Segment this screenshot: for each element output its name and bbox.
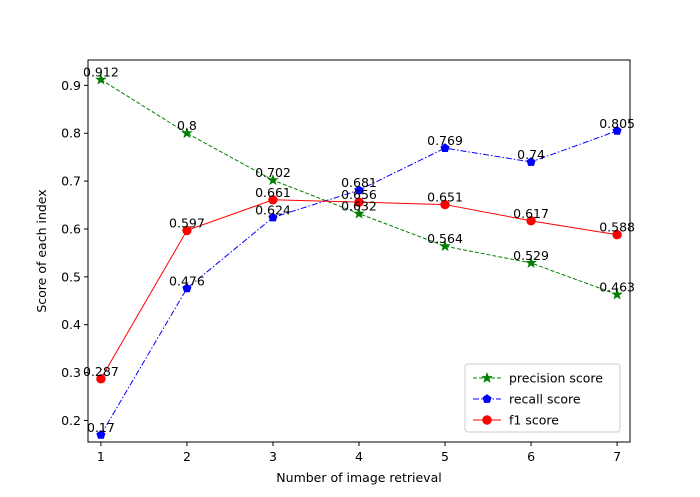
legend-item: recall score [473,392,581,407]
legend-box [464,363,621,433]
data-label: 0.597 [169,215,205,230]
data-point [268,212,278,222]
data-point [181,127,193,139]
data-point [440,199,450,210]
data-label: 0.74 [517,147,545,162]
data-point [526,216,536,226]
data-point [526,157,536,166]
data-point [354,185,364,195]
x-axis-ticks: 1 2 3 4 5 6 7 [97,442,621,464]
data-label: 0.617 [513,206,549,221]
data-label: 0.529 [513,248,549,263]
data-label: 0.805 [599,116,635,131]
series-recall-score [96,126,622,439]
x-axis-label: Number of image retrieval [276,470,441,485]
y-axis-ticks: 0.2 0.3 0.4 0.5 0.6 0.7 0.8 0.9 [61,78,88,428]
legend-marker [482,415,492,425]
legend-label: recall score [509,392,581,407]
data-labels: 0.912 0.8 0.702 0.632 0.564 0.529 0.463 0.17 0.4… [83,65,635,435]
data-label: 0.564 [427,231,463,246]
data-point [611,288,623,300]
data-point [182,283,192,293]
x-tick-label: 5 [441,449,449,464]
legend-label: f1 score [509,413,559,428]
data-point [439,240,451,252]
data-label: 0.651 [427,190,463,205]
legend-marker [482,394,492,403]
data-point [525,256,537,268]
data-point [612,126,622,135]
y-tick-label: 0.6 [61,221,81,236]
data-point [96,374,106,384]
x-tick-label: 3 [269,449,277,464]
data-label: 0.912 [83,65,119,80]
data-label: 0.661 [255,185,291,200]
data-point [268,195,278,205]
data-label: 0.702 [255,165,291,180]
data-point [354,197,364,207]
legend: precision score recall score f1 score [464,363,621,433]
y-tick-label: 0.3 [61,365,81,380]
x-tick-label: 7 [613,449,621,464]
legend-marker [481,371,493,383]
y-tick-label: 0.2 [61,413,81,428]
y-axis-label: Score of each index [34,189,49,312]
y-tick-label: 0.5 [61,269,81,284]
y-tick-label: 0.7 [61,174,81,189]
y-tick-label: 0.9 [61,78,81,93]
data-label: 0.476 [169,273,205,288]
data-point [267,174,279,186]
data-label: 0.632 [341,199,377,214]
data-label: 0.463 [599,280,635,295]
x-tick-label: 1 [97,449,105,464]
data-label: 0.681 [341,175,377,190]
data-label: 0.287 [83,364,119,379]
data-point [612,230,622,240]
data-label: 0.8 [177,118,197,133]
y-tick-label: 0.8 [61,126,81,141]
x-tick-label: 4 [355,449,363,464]
data-label: 0.769 [427,133,463,148]
legend-label: precision score [509,371,603,386]
x-tick-label: 6 [527,449,535,464]
x-tick-label: 2 [183,449,191,464]
data-label: 0.588 [599,220,635,235]
plot-area [95,73,623,439]
data-point [96,430,106,439]
y-tick-label: 0.4 [61,317,81,332]
data-label: 0.17 [87,420,115,435]
legend-item: precision score [473,371,603,386]
data-point [182,225,192,236]
data-label: 0.656 [341,187,377,202]
series-f1-score [96,195,622,384]
data-point [353,207,365,219]
axes: 1 2 3 4 5 6 7 0.2 0.3 0.4 0.5 0.6 0.7 0.8 0.9 Number … [34,59,631,485]
data-point [95,73,107,85]
legend-item: f1 score [473,413,559,428]
series-precision-score [95,73,623,300]
data-label: 0.624 [255,202,291,217]
data-point [440,143,450,152]
